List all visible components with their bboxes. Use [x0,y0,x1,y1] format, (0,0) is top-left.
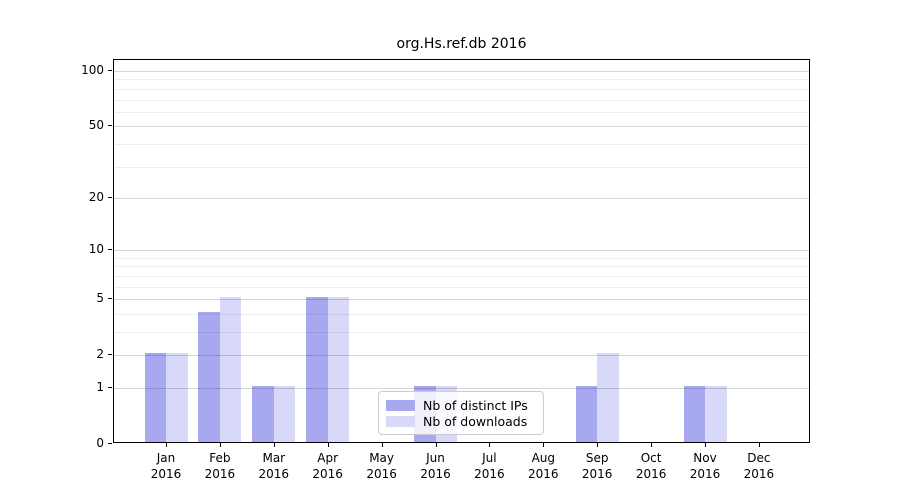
bar-downloads-nov [705,386,727,442]
x-tick-mark [705,443,706,447]
legend-item: Nb of distinct IPs [386,397,535,413]
bar-downloads-mar [273,386,296,442]
y-tick-mark [108,70,112,71]
bar-downloads-feb [219,297,242,442]
bar-distinct-ips-sep [575,386,598,442]
chart-title: org.Hs.ref.db 2016 [396,36,527,52]
x-tick-label: Aug 2016 [528,451,559,481]
gridline-minor [114,88,809,90]
x-tick-label: May 2016 [366,451,397,481]
gridline-minor [114,332,809,333]
gridline-minor [114,143,809,145]
plot-area [113,59,810,443]
bar-downloads-jan [166,353,188,442]
gridline-major [114,299,809,301]
gridline-minor [114,79,809,81]
x-tick-label: Oct 2016 [635,451,667,481]
x-tick-label: Apr 2016 [312,451,343,481]
x-tick-label: Feb 2016 [204,451,236,481]
x-tick-mark [543,443,545,447]
x-tick-label: Mar 2016 [258,451,290,481]
gridline-minor [114,275,809,277]
y-tick-mark [108,298,112,300]
legend: Nb of distinct IPs Nb of downloads [378,391,544,435]
gridline-major [114,388,809,389]
bar-distinct-ips-jan [144,353,166,442]
x-tick-mark [166,443,167,447]
y-tick-label: 100 [81,63,104,77]
bar-distinct-ips-feb [198,311,220,442]
y-tick-label: 50 [88,118,104,133]
x-tick-label: Jul 2016 [474,451,505,481]
gridline-minor [114,286,809,288]
gridline-minor [114,266,809,268]
x-tick-mark [651,443,653,447]
y-tick-label: 10 [88,242,104,257]
y-tick-mark [108,125,112,127]
y-tick-mark [108,196,112,198]
bar-distinct-ips-nov [683,386,705,442]
bar-downloads-apr [327,297,350,442]
x-tick-label: Nov 2016 [689,451,721,481]
x-tick-label: Jun 2016 [420,451,451,481]
x-tick-mark [597,443,599,447]
bar-distinct-ips-apr [306,297,328,442]
bar-downloads-sep [597,353,619,442]
legend-item: Nb of downloads [386,413,535,429]
y-tick-label: 0 [96,436,104,450]
y-tick-mark [108,354,112,356]
legend-label-distinct-ips: Nb of distinct IPs [423,397,528,413]
x-tick-mark [327,443,329,447]
y-tick-label: 1 [96,380,104,394]
y-tick-mark [108,387,112,388]
gridline-major [114,197,809,199]
x-tick-mark [758,443,760,447]
gridline-minor [114,166,809,168]
x-tick-label: Dec 2016 [743,451,775,481]
x-tick-label: Sep 2016 [581,451,613,481]
legend-swatch-distinct-ips-icon [386,399,415,411]
y-tick-mark [108,443,112,444]
x-tick-mark [273,443,275,447]
y-tick-label: 5 [96,291,104,306]
gridline-minor [114,257,809,259]
x-tick-mark [435,443,437,447]
gridline-minor [114,313,809,315]
bar-distinct-ips-mar [252,386,274,442]
x-tick-label: Jan 2016 [150,451,182,481]
y-tick-mark [108,249,112,251]
y-tick-label: 2 [96,347,104,362]
legend-label-downloads: Nb of downloads [423,413,528,429]
gridline-major [114,250,809,252]
x-tick-mark [381,443,383,447]
legend-swatch-downloads-icon [386,415,415,427]
x-tick-mark [489,443,491,447]
gridline-major [114,126,809,128]
gridline-minor [114,99,809,101]
gridline-major [114,355,809,357]
gridline-minor [114,111,809,113]
x-tick-mark [219,443,221,447]
y-tick-label: 20 [88,189,104,204]
gridline-major [114,71,809,72]
